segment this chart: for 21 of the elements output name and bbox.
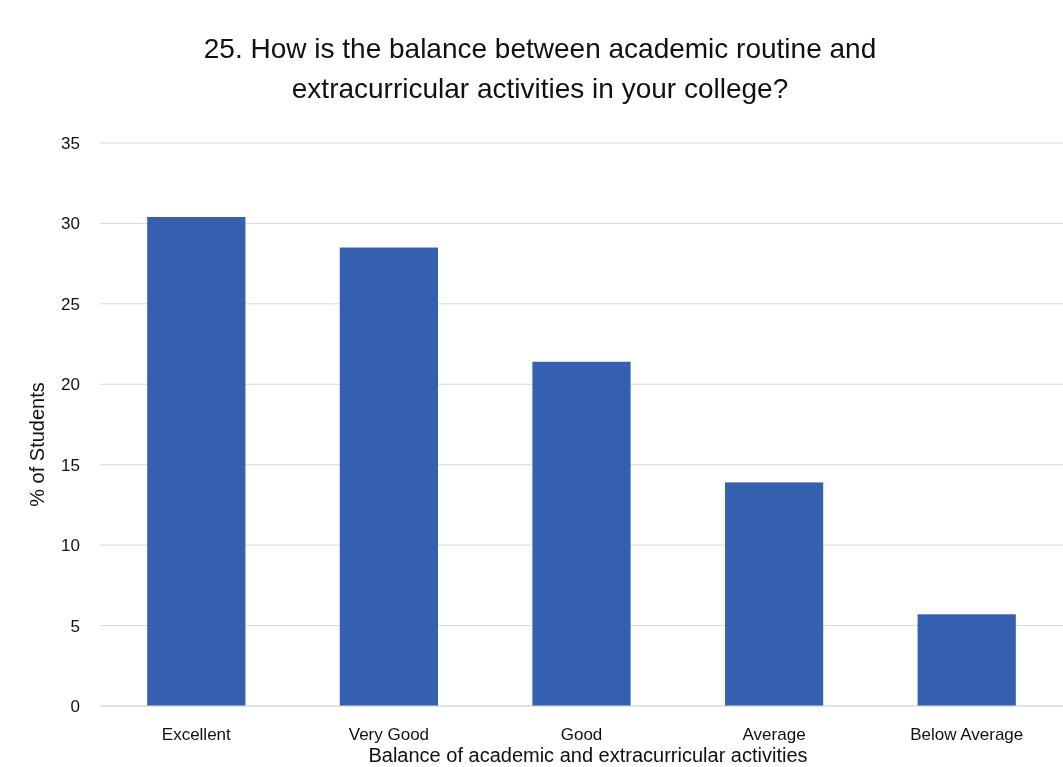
y-tick-label: 10 [61,536,80,556]
y-tick-label: 15 [61,455,80,475]
bar [724,482,824,706]
x-axis-title: Balance of academic and extracurricular activities [368,744,808,766]
y-tick-label: 25 [61,294,80,314]
bar [339,247,439,706]
y-tick-label: 5 [70,616,80,636]
x-tick-label: Good [560,725,603,744]
y-axis-title: % of Students [26,382,48,507]
chart-title: 25. How is the balance between academic routine and extracurricular activities in your college? [203,33,877,104]
y-tick-label: 35 [61,133,80,153]
bar [917,614,1016,706]
x-tick-label: Below Average [910,725,1024,744]
x-tick-label: Average [742,725,806,744]
y-tick-label: 0 [70,696,80,716]
bar [532,361,631,706]
x-tick-label: Very Good [348,725,430,744]
bar [147,216,246,706]
y-tick-label: 20 [61,375,80,395]
y-tick-label: 30 [61,214,80,234]
x-tick-label: Excellent [161,725,232,744]
